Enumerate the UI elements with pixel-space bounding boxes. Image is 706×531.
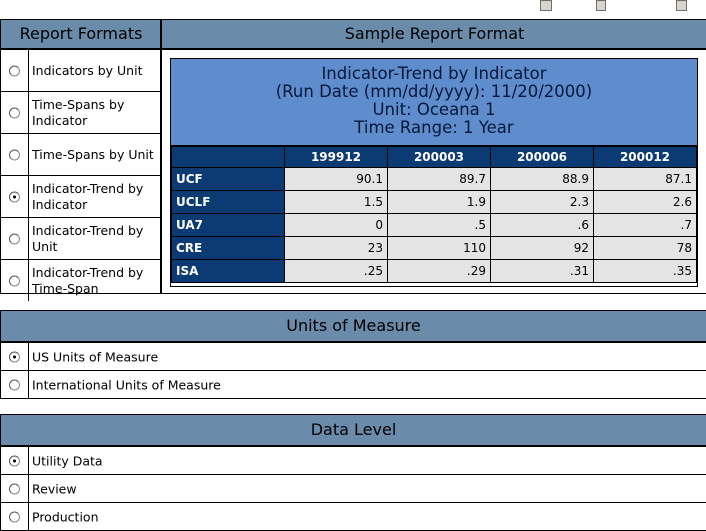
format-option-label: Time-Spans by Unit xyxy=(32,146,154,162)
report-title-line: Indicator-Trend by Indicator xyxy=(321,64,547,83)
table-cell: 87.1 xyxy=(593,167,697,191)
column-header: 200012 xyxy=(593,146,697,168)
table-cell: 2.3 xyxy=(490,190,594,214)
data-level-option-label: Production xyxy=(32,509,99,524)
units-option-us[interactable]: US Units of Measure xyxy=(1,343,706,371)
radio-button[interactable] xyxy=(9,351,20,362)
data-level-option-review[interactable]: Review xyxy=(1,475,706,503)
units-option-international[interactable]: International Units of Measure xyxy=(1,371,706,398)
table-cell: .35 xyxy=(593,259,697,283)
units-of-measure-panel: Units of Measure US Units of Measure Int… xyxy=(0,310,706,399)
scroll-thumb-icon[interactable] xyxy=(596,0,606,11)
data-level-panel: Data Level Utility Data Review Productio… xyxy=(0,414,706,531)
row-label: ISA xyxy=(171,259,285,283)
table-cell: 2.6 xyxy=(593,190,697,214)
data-level-option-utility-data[interactable]: Utility Data xyxy=(1,447,706,475)
format-option-indicators-by-unit[interactable]: Indicators by Unit xyxy=(1,50,161,92)
format-option-label: Indicators by Unit xyxy=(32,62,143,78)
radio-button[interactable] xyxy=(9,483,20,494)
report-title-block: Indicator-Trend by Indicator (Run Date (… xyxy=(171,59,697,146)
report-formats-title: Report Formats xyxy=(1,20,161,50)
table-row: UCLF 1.5 1.9 2.3 2.6 xyxy=(171,190,697,214)
report-title-line: (Run Date (mm/dd/yyyy): 11/20/2000) xyxy=(275,82,593,101)
table-cell: 88.9 xyxy=(490,167,594,191)
table-cell: 92 xyxy=(490,236,594,260)
report-formats-panel: Report Formats Indicators by Unit Time-S… xyxy=(0,19,161,301)
scroll-arrow-right-icon[interactable] xyxy=(676,0,687,11)
units-option-label: International Units of Measure xyxy=(32,377,221,392)
table-cell: .29 xyxy=(387,259,491,283)
table-cell: .31 xyxy=(490,259,594,283)
radio-button[interactable] xyxy=(9,65,20,76)
sample-report-panel: Sample Report Format Indicator-Trend by … xyxy=(160,19,706,294)
units-of-measure-title: Units of Measure xyxy=(1,311,706,343)
table-cell: .7 xyxy=(593,213,697,237)
column-header: 200003 xyxy=(387,146,491,168)
window-top-strip xyxy=(0,0,706,12)
radio-button[interactable] xyxy=(9,275,20,286)
format-option-indicator-trend-by-time-span[interactable]: Indicator-Trend by Time-Span xyxy=(1,260,161,301)
sample-report: Indicator-Trend by Indicator (Run Date (… xyxy=(170,58,698,287)
row-label: UA7 xyxy=(171,213,285,237)
table-cell: 78 xyxy=(593,236,697,260)
table-cell: 90.1 xyxy=(284,167,388,191)
report-table: 199912 200003 200006 200012 UCF 90.1 89.… xyxy=(171,146,697,283)
radio-button[interactable] xyxy=(9,379,20,390)
format-option-time-spans-by-indicator[interactable]: Time-Spans by Indicator xyxy=(1,92,161,134)
format-option-label: Indicator-Trend by Unit xyxy=(32,222,144,254)
data-level-option-production[interactable]: Production xyxy=(1,503,706,530)
report-title-line: Time Range: 1 Year xyxy=(354,118,514,137)
radio-button[interactable] xyxy=(9,107,20,118)
report-title-line: Unit: Oceana 1 xyxy=(372,100,496,119)
table-header-row: 199912 200003 200006 200012 xyxy=(171,146,697,168)
format-option-label: Indicator-Trend by Time-Span xyxy=(32,264,144,296)
radio-button[interactable] xyxy=(9,149,20,160)
table-cell: 0 xyxy=(284,213,388,237)
data-level-option-label: Review xyxy=(32,481,77,496)
table-cell: 110 xyxy=(387,236,491,260)
table-row: UA7 0 .5 .6 .7 xyxy=(171,213,697,237)
data-level-option-label: Utility Data xyxy=(32,453,103,468)
scroll-arrow-left-icon[interactable] xyxy=(540,0,552,11)
table-cell: .25 xyxy=(284,259,388,283)
radio-button[interactable] xyxy=(9,511,20,522)
column-header: 199912 xyxy=(284,146,388,168)
table-cell: 23 xyxy=(284,236,388,260)
table-corner-cell xyxy=(171,146,285,168)
radio-button[interactable] xyxy=(9,455,20,466)
table-cell: .5 xyxy=(387,213,491,237)
table-cell: 89.7 xyxy=(387,167,491,191)
table-row: CRE 23 110 92 78 xyxy=(171,236,697,260)
table-row: UCF 90.1 89.7 88.9 87.1 xyxy=(171,167,697,191)
format-option-time-spans-by-unit[interactable]: Time-Spans by Unit xyxy=(1,134,161,176)
table-row: ISA .25 .29 .31 .35 xyxy=(171,259,697,283)
format-option-indicator-trend-by-unit[interactable]: Indicator-Trend by Unit xyxy=(1,218,161,260)
format-option-label: Time-Spans by Indicator xyxy=(32,96,125,128)
table-cell: 1.5 xyxy=(284,190,388,214)
radio-button[interactable] xyxy=(9,233,20,244)
format-option-label: Indicator-Trend by Indicator xyxy=(32,180,144,212)
row-label: UCF xyxy=(171,167,285,191)
table-cell: .6 xyxy=(490,213,594,237)
row-label: UCLF xyxy=(171,190,285,214)
data-level-title: Data Level xyxy=(1,415,706,447)
format-option-indicator-trend-by-indicator[interactable]: Indicator-Trend by Indicator xyxy=(1,176,161,218)
radio-button[interactable] xyxy=(9,191,20,202)
column-header: 200006 xyxy=(490,146,594,168)
units-option-label: US Units of Measure xyxy=(32,349,159,364)
row-label: CRE xyxy=(171,236,285,260)
sample-report-title: Sample Report Format xyxy=(162,20,706,50)
table-cell: 1.9 xyxy=(387,190,491,214)
